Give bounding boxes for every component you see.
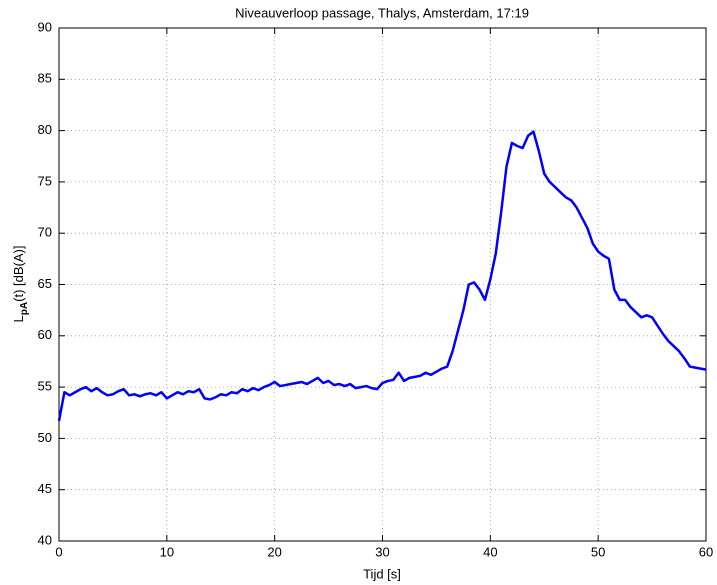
x-axis-label: Tijd [s] — [363, 566, 401, 581]
x-tick-label: 30 — [375, 544, 389, 559]
x-tick-label: 10 — [160, 544, 174, 559]
y-tick-label: 45 — [38, 481, 52, 496]
y-tick-label: 75 — [38, 173, 52, 188]
y-label-main: L — [11, 315, 26, 322]
plot-frame — [58, 27, 707, 542]
y-tick-label: 60 — [38, 327, 52, 342]
x-tick-label: 40 — [483, 544, 497, 559]
y-tick-label: 40 — [38, 532, 52, 547]
x-tick-label: 20 — [267, 544, 281, 559]
y-tick-label: 50 — [38, 430, 52, 445]
y-tick-label: 90 — [38, 19, 52, 34]
y-label-sub: pA — [19, 302, 30, 315]
chart-title: Niveauverloop passage, Thalys, Amsterdam… — [235, 5, 529, 20]
x-tick-label: 50 — [591, 544, 605, 559]
y-tick-label: 85 — [38, 71, 52, 86]
y-axis-label: LpA(t) [dB(A)] — [11, 246, 29, 323]
y-tick-label: 55 — [38, 379, 52, 394]
data-line — [57, 130, 707, 422]
x-tick-label: 0 — [55, 544, 62, 559]
x-tick-label: 60 — [699, 544, 713, 559]
y-tick-label: 70 — [38, 225, 52, 240]
y-tick-label: 65 — [38, 276, 52, 291]
y-label-rest: (t) [dB(A)] — [11, 246, 26, 302]
y-tick-label: 80 — [38, 122, 52, 137]
